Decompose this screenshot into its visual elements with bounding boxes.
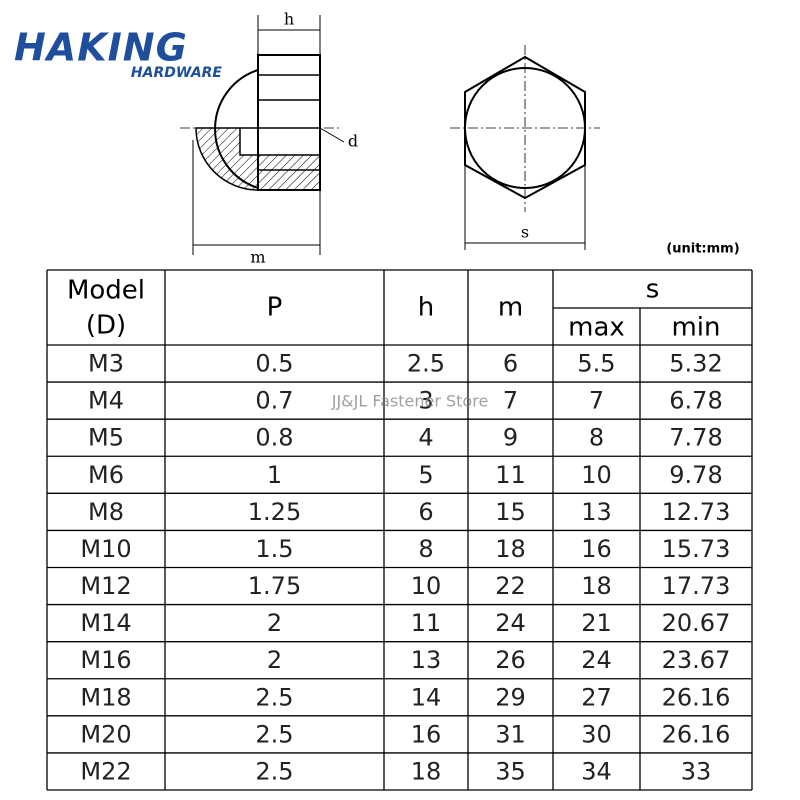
header-max: max — [568, 313, 625, 343]
header-min: min — [671, 313, 720, 343]
table-cell: 8 — [418, 535, 433, 563]
table-cell: 20.67 — [662, 609, 731, 637]
table-cell: 24 — [581, 646, 612, 674]
table-cell: 26.16 — [662, 720, 731, 748]
table-cell: 10 — [581, 461, 612, 489]
table-cell: 15.73 — [662, 535, 731, 563]
table-cell: 29 — [495, 683, 526, 711]
table-cell: 11 — [495, 461, 526, 489]
side-view — [180, 15, 345, 255]
table-cell: 1.25 — [248, 498, 301, 526]
table-cell: M6 — [88, 461, 124, 489]
table-cell: 6 — [503, 350, 518, 378]
table-cell: 2 — [267, 646, 282, 674]
table-cell: 14 — [411, 683, 442, 711]
table-cell: 1 — [267, 461, 282, 489]
table-cell: 2.5 — [407, 350, 445, 378]
header-model: Model — [67, 276, 145, 306]
table-cell: M14 — [80, 609, 131, 637]
table-cell: 2 — [267, 609, 282, 637]
table-cell: M22 — [80, 757, 131, 785]
table-cell: 17.73 — [662, 572, 731, 600]
table-cell: 35 — [495, 757, 526, 785]
table-cell: 2.5 — [255, 683, 293, 711]
logo-brand: HAKING — [14, 26, 188, 70]
table-cell: 23.67 — [662, 646, 731, 674]
table-cell: M18 — [80, 683, 131, 711]
table-cell: M16 — [80, 646, 131, 674]
table-cell: 27 — [581, 683, 612, 711]
table-cell: 34 — [581, 757, 612, 785]
table-cell: 8 — [589, 424, 604, 452]
table-cell: M5 — [88, 424, 124, 452]
header-s: s — [646, 275, 660, 305]
table-cell: 24 — [495, 609, 526, 637]
table-cell: M4 — [88, 387, 124, 415]
table-cell: 33 — [681, 757, 712, 785]
table-cell: 26.16 — [662, 683, 731, 711]
table-cell: 18 — [581, 572, 612, 600]
table-cell: 3 — [418, 387, 433, 415]
table-cell: 2.5 — [255, 757, 293, 785]
header-m: m — [498, 293, 523, 323]
table-cell: 9 — [503, 424, 518, 452]
table-cell: M8 — [88, 498, 124, 526]
table-cell: 5 — [418, 461, 433, 489]
table-cell: 4 — [418, 424, 433, 452]
header-h: h — [418, 293, 434, 323]
table-cell: 16 — [411, 720, 442, 748]
table-cell: 13 — [581, 498, 612, 526]
logo-sub: HARDWARE — [131, 65, 223, 81]
table-cell: 18 — [495, 535, 526, 563]
dim-d: d — [348, 132, 358, 151]
table-cell: M3 — [88, 350, 124, 378]
table-cell: 31 — [495, 720, 526, 748]
table-cell: 7.78 — [669, 424, 722, 452]
table-cell: 15 — [495, 498, 526, 526]
table-cell: 6.78 — [669, 387, 722, 415]
header-model: (D) — [86, 311, 126, 341]
table-cell: 13 — [411, 646, 442, 674]
watermark: JJ&JL Fastener Store — [331, 392, 489, 411]
table-cell: 1.5 — [255, 535, 293, 563]
table-cell: M20 — [80, 720, 131, 748]
dim-h: h — [284, 10, 294, 29]
table-cell: 26 — [495, 646, 526, 674]
table-cell: 18 — [411, 757, 442, 785]
table-cell: 5.5 — [577, 350, 615, 378]
table-cell: 9.78 — [669, 461, 722, 489]
top-view — [450, 45, 600, 250]
table-cell: 16 — [581, 535, 612, 563]
table-cell: 5.32 — [669, 350, 722, 378]
table-cell: 7 — [503, 387, 518, 415]
table-cell: M10 — [80, 535, 131, 563]
dim-s: s — [521, 223, 529, 242]
table-cell: 12.73 — [662, 498, 731, 526]
table-cell: 7 — [589, 387, 604, 415]
dim-m: m — [250, 248, 265, 267]
table-cell: 11 — [411, 609, 442, 637]
unit-note: (unit:mm) — [666, 242, 739, 257]
table-cell: 6 — [418, 498, 433, 526]
table-cell: 22 — [495, 572, 526, 600]
table-cell: 0.8 — [255, 424, 293, 452]
table-cell: 0.7 — [255, 387, 293, 415]
table-cell: 2.5 — [255, 720, 293, 748]
header-p: P — [267, 293, 283, 323]
table-cell: 0.5 — [255, 350, 293, 378]
table-cell: 10 — [411, 572, 442, 600]
table-cell: M12 — [80, 572, 131, 600]
table-cell: 1.75 — [248, 572, 301, 600]
table-cell: 21 — [581, 609, 612, 637]
table-cell: 30 — [581, 720, 612, 748]
